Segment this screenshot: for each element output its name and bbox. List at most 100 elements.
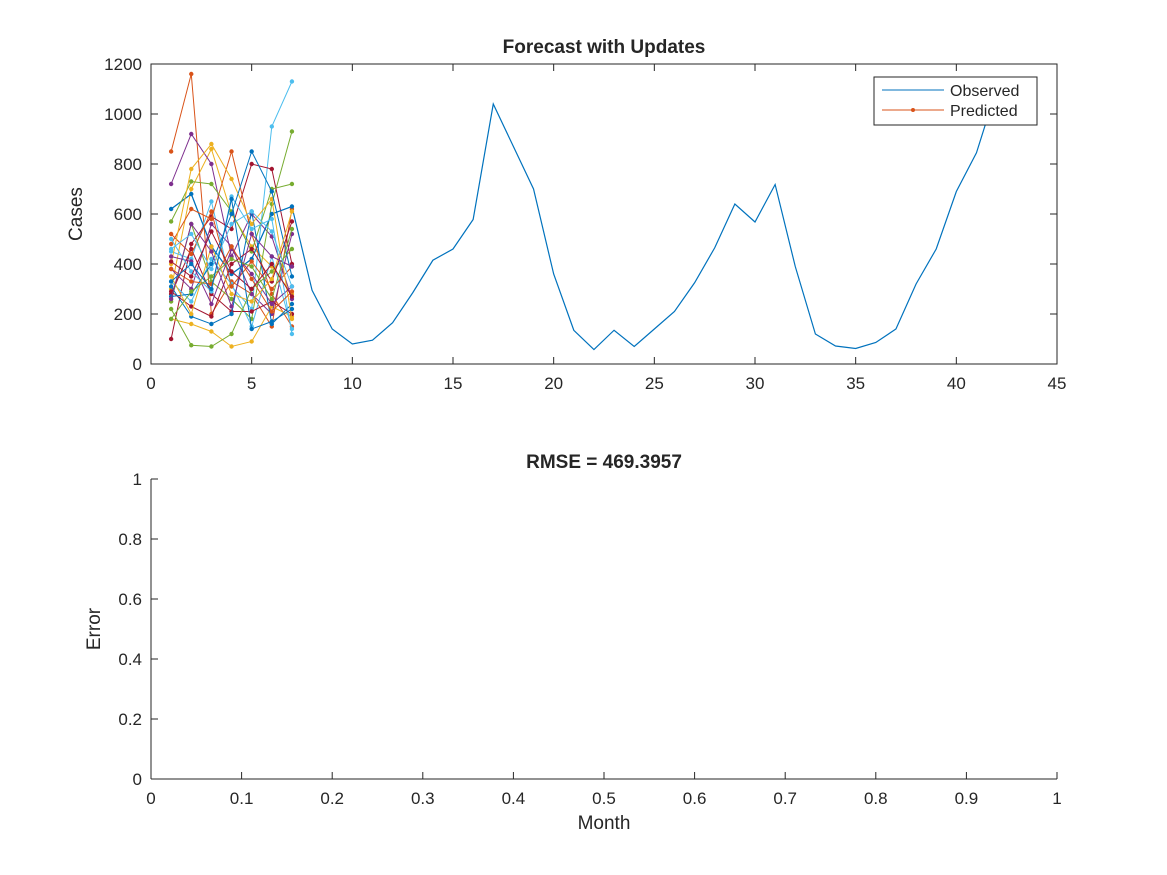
predicted-point bbox=[189, 343, 194, 348]
y-tick-label: 0.6 bbox=[118, 590, 142, 609]
predicted-point bbox=[229, 176, 234, 182]
predicted-point bbox=[168, 231, 174, 237]
x-tick-label: 0 bbox=[146, 374, 155, 393]
predicted-point bbox=[168, 254, 174, 259]
predicted-point bbox=[289, 79, 295, 84]
x-tick-label: 10 bbox=[343, 374, 362, 393]
predicted-point bbox=[289, 129, 295, 134]
predicted-point bbox=[168, 274, 174, 279]
predicted-point bbox=[269, 261, 274, 267]
y-tick-label: 0.2 bbox=[118, 710, 142, 729]
predicted-point bbox=[189, 279, 194, 284]
predicted-point bbox=[289, 246, 295, 252]
predicted-point bbox=[209, 344, 214, 349]
predicted-point bbox=[289, 294, 295, 299]
x-tick-label: 1 bbox=[1052, 789, 1061, 808]
predicted-point bbox=[168, 181, 174, 187]
x-tick-label: 35 bbox=[846, 374, 865, 393]
predicted-point bbox=[289, 316, 295, 322]
predicted-point bbox=[209, 321, 214, 327]
predicted-point bbox=[229, 269, 234, 274]
predicted-point bbox=[269, 269, 274, 274]
y-tick-label: 0.8 bbox=[118, 530, 142, 549]
x-tick-label: 0 bbox=[146, 789, 155, 808]
predicted-point bbox=[229, 304, 234, 309]
predicted-point bbox=[289, 284, 295, 289]
predicted-point bbox=[229, 344, 234, 349]
forecast-y-label: Cases bbox=[66, 187, 87, 241]
predicted-point bbox=[209, 221, 214, 227]
predicted-point bbox=[209, 161, 214, 167]
predicted-point bbox=[189, 191, 194, 197]
predicted-point bbox=[168, 296, 174, 302]
predicted-point bbox=[249, 209, 254, 214]
legend-observed-label: Observed bbox=[950, 83, 1019, 100]
predicted-point bbox=[229, 261, 234, 267]
predicted-point bbox=[189, 241, 194, 247]
predicted-run bbox=[168, 209, 295, 289]
x-tick-label: 0.8 bbox=[864, 789, 888, 808]
predicted-point bbox=[289, 306, 295, 312]
predicted-point bbox=[189, 299, 194, 304]
forecast-legend[interactable]: Observed Predicted bbox=[873, 76, 1038, 126]
predicted-run bbox=[168, 229, 295, 299]
predicted-point bbox=[249, 161, 254, 167]
predicted-point bbox=[189, 274, 194, 279]
y-tick-label: 600 bbox=[114, 205, 142, 224]
x-tick-label: 0.7 bbox=[773, 789, 797, 808]
predicted-point bbox=[229, 291, 234, 297]
y-tick-label: 800 bbox=[114, 155, 142, 174]
predicted-point bbox=[249, 286, 254, 292]
predicted-point bbox=[229, 196, 234, 202]
x-tick-label: 0.1 bbox=[230, 789, 254, 808]
predicted-point bbox=[168, 241, 174, 247]
predicted-point bbox=[209, 199, 214, 204]
forecast-title: Forecast with Updates bbox=[503, 37, 706, 58]
y-tick-label: 0.4 bbox=[118, 650, 142, 669]
predicted-point bbox=[289, 289, 295, 294]
predicted-point bbox=[209, 274, 214, 279]
predicted-point bbox=[269, 229, 274, 234]
x-tick-label: 0.2 bbox=[320, 789, 344, 808]
predicted-point bbox=[289, 226, 295, 232]
y-tick-label: 1 bbox=[133, 470, 142, 489]
predicted-point bbox=[289, 301, 295, 307]
x-tick-label: 25 bbox=[645, 374, 664, 393]
predicted-point bbox=[249, 271, 254, 277]
predicted-point bbox=[249, 291, 254, 297]
predicted-point bbox=[168, 206, 174, 212]
predicted-point bbox=[168, 316, 174, 322]
predicted-point bbox=[269, 319, 274, 324]
predicted-point bbox=[249, 309, 254, 314]
predicted-point bbox=[229, 211, 234, 217]
predicted-point bbox=[249, 246, 254, 252]
predicted-point bbox=[189, 269, 194, 274]
predicted-point bbox=[168, 266, 174, 272]
predicted-point bbox=[229, 149, 234, 154]
predicted-point bbox=[189, 246, 194, 252]
predicted-point bbox=[229, 226, 234, 232]
predicted-run bbox=[168, 219, 295, 319]
predicted-point bbox=[229, 296, 234, 302]
predicted-point bbox=[269, 216, 274, 222]
x-tick-label: 30 bbox=[746, 374, 765, 393]
series-observed-line bbox=[170, 88, 998, 351]
predicted-point bbox=[269, 211, 274, 217]
predicted-point bbox=[269, 166, 274, 172]
predicted-point bbox=[168, 149, 174, 154]
x-tick-label: 15 bbox=[444, 374, 463, 393]
predicted-run bbox=[168, 221, 295, 309]
predicted-point bbox=[249, 149, 254, 154]
x-tick-label: 0.3 bbox=[411, 789, 435, 808]
predicted-point bbox=[189, 71, 194, 77]
predicted-point bbox=[168, 259, 174, 264]
predicted-point bbox=[289, 264, 295, 269]
predicted-point bbox=[209, 249, 214, 254]
error-title: RMSE = 469.3957 bbox=[526, 452, 682, 473]
predicted-point bbox=[249, 299, 254, 304]
predicted-point bbox=[209, 209, 214, 214]
predicted-point bbox=[209, 244, 214, 249]
predicted-point bbox=[189, 166, 194, 172]
predicted-point bbox=[249, 231, 254, 237]
y-tick-label: 1200 bbox=[104, 55, 142, 74]
